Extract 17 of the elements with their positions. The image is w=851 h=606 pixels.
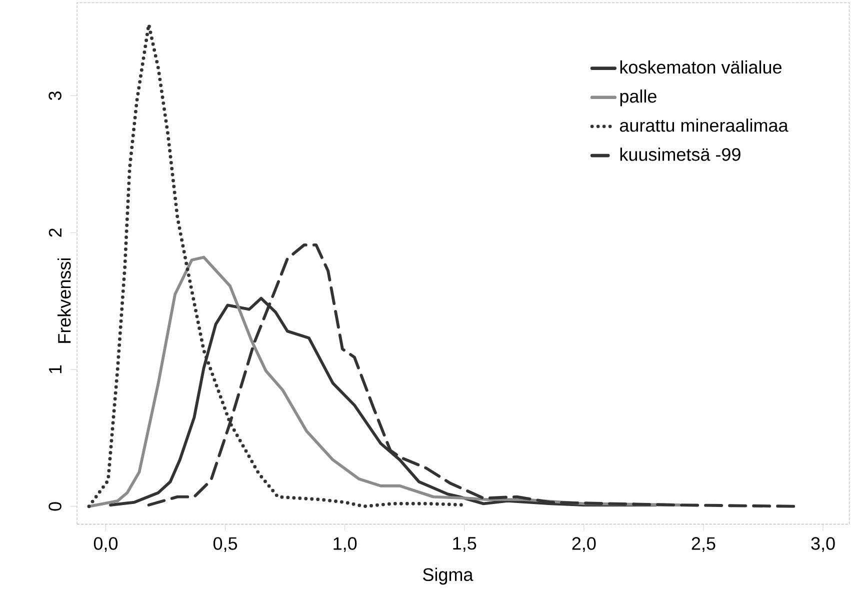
x-tick-label: 3,0 xyxy=(811,537,835,552)
x-tick-label: 0,0 xyxy=(94,537,118,552)
x-tick-label: 1,0 xyxy=(334,537,357,552)
y-tick-label: 1 xyxy=(49,365,62,374)
y-axis-title: Frekvenssi xyxy=(58,258,71,343)
legend-label: palle xyxy=(620,89,656,106)
x-tick-label: 2,5 xyxy=(692,537,716,552)
legend-label: kuusimetsä -99 xyxy=(620,148,740,161)
legend-label: aurattu mineraalimaa xyxy=(620,118,788,132)
y-tick-label: 3 xyxy=(48,91,62,100)
y-tick-label: 0 xyxy=(48,502,62,511)
y-tick-label: 2 xyxy=(48,228,62,237)
x-tick-label: 1,5 xyxy=(453,537,476,552)
x-tick-label: 0,5 xyxy=(213,537,238,552)
legend-label: koskematon välialue xyxy=(620,60,782,74)
x-axis-title: Sigma xyxy=(423,568,474,584)
x-tick-label: 2,0 xyxy=(572,537,596,552)
